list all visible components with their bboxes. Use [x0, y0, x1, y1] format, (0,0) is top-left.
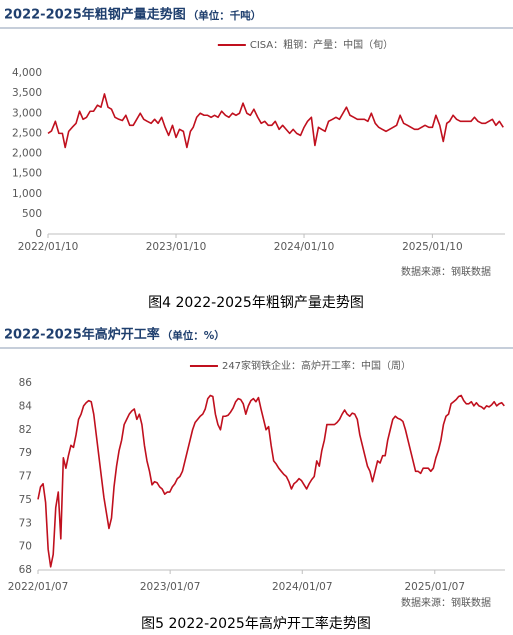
x-tick-label: 2023/01/10	[146, 241, 207, 253]
x-tick-label: 2022/01/10	[18, 241, 79, 253]
chart-title: 2022-2025年粗钢产量走势图	[4, 7, 186, 23]
y-tick-label: 0	[35, 228, 42, 240]
y-tick-label: 82	[19, 424, 32, 436]
x-tick-label: 2025/01/07	[405, 581, 466, 593]
y-tick-label: 86	[19, 377, 33, 389]
x-tick-label: 2025/01/10	[402, 241, 463, 253]
figure-caption: 图4 2022-2025年粗钢产量走势图	[148, 295, 364, 311]
y-tick-label: 3,000	[12, 107, 42, 119]
y-tick-label: 84	[19, 400, 33, 412]
y-tick-label: 2,000	[12, 148, 42, 160]
data-line	[47, 93, 504, 149]
x-tick-label: 2024/01/10	[274, 241, 335, 253]
y-tick-label: 500	[22, 208, 42, 220]
chart-title: 2022-2025年高炉开工率	[4, 327, 160, 343]
source-note: 数据来源：钢联数据	[401, 265, 491, 278]
chart-unit: （单位：千吨）	[188, 9, 262, 22]
legend-label: 247家钢铁企业：高炉开工率：中国（周）	[222, 359, 411, 372]
y-tick-label: 1,000	[12, 188, 42, 200]
chart-unit: （单位：%）	[162, 329, 225, 342]
x-tick-label: 2024/01/07	[272, 581, 333, 593]
legend-label: CISA：粗钢：产量：中国（旬）	[250, 38, 393, 51]
x-tick-label: 2022/01/07	[8, 581, 69, 593]
y-tick-label: 3,500	[12, 87, 42, 99]
y-tick-label: 75	[19, 494, 32, 506]
figure-caption: 图5 2022-2025年高炉开工率走势图	[141, 615, 371, 632]
y-tick-label: 1,500	[12, 168, 42, 180]
y-tick-label: 77	[19, 471, 32, 483]
data-line	[37, 394, 505, 568]
y-tick-label: 70	[19, 541, 32, 553]
y-tick-label: 68	[19, 564, 32, 576]
y-tick-label: 73	[19, 517, 32, 529]
y-tick-label: 4,000	[12, 67, 42, 79]
source-note: 数据来源：钢联数据	[401, 596, 491, 609]
y-tick-label: 2,500	[12, 127, 42, 139]
x-tick-label: 2023/01/07	[140, 581, 201, 593]
y-tick-label: 79	[19, 447, 32, 459]
